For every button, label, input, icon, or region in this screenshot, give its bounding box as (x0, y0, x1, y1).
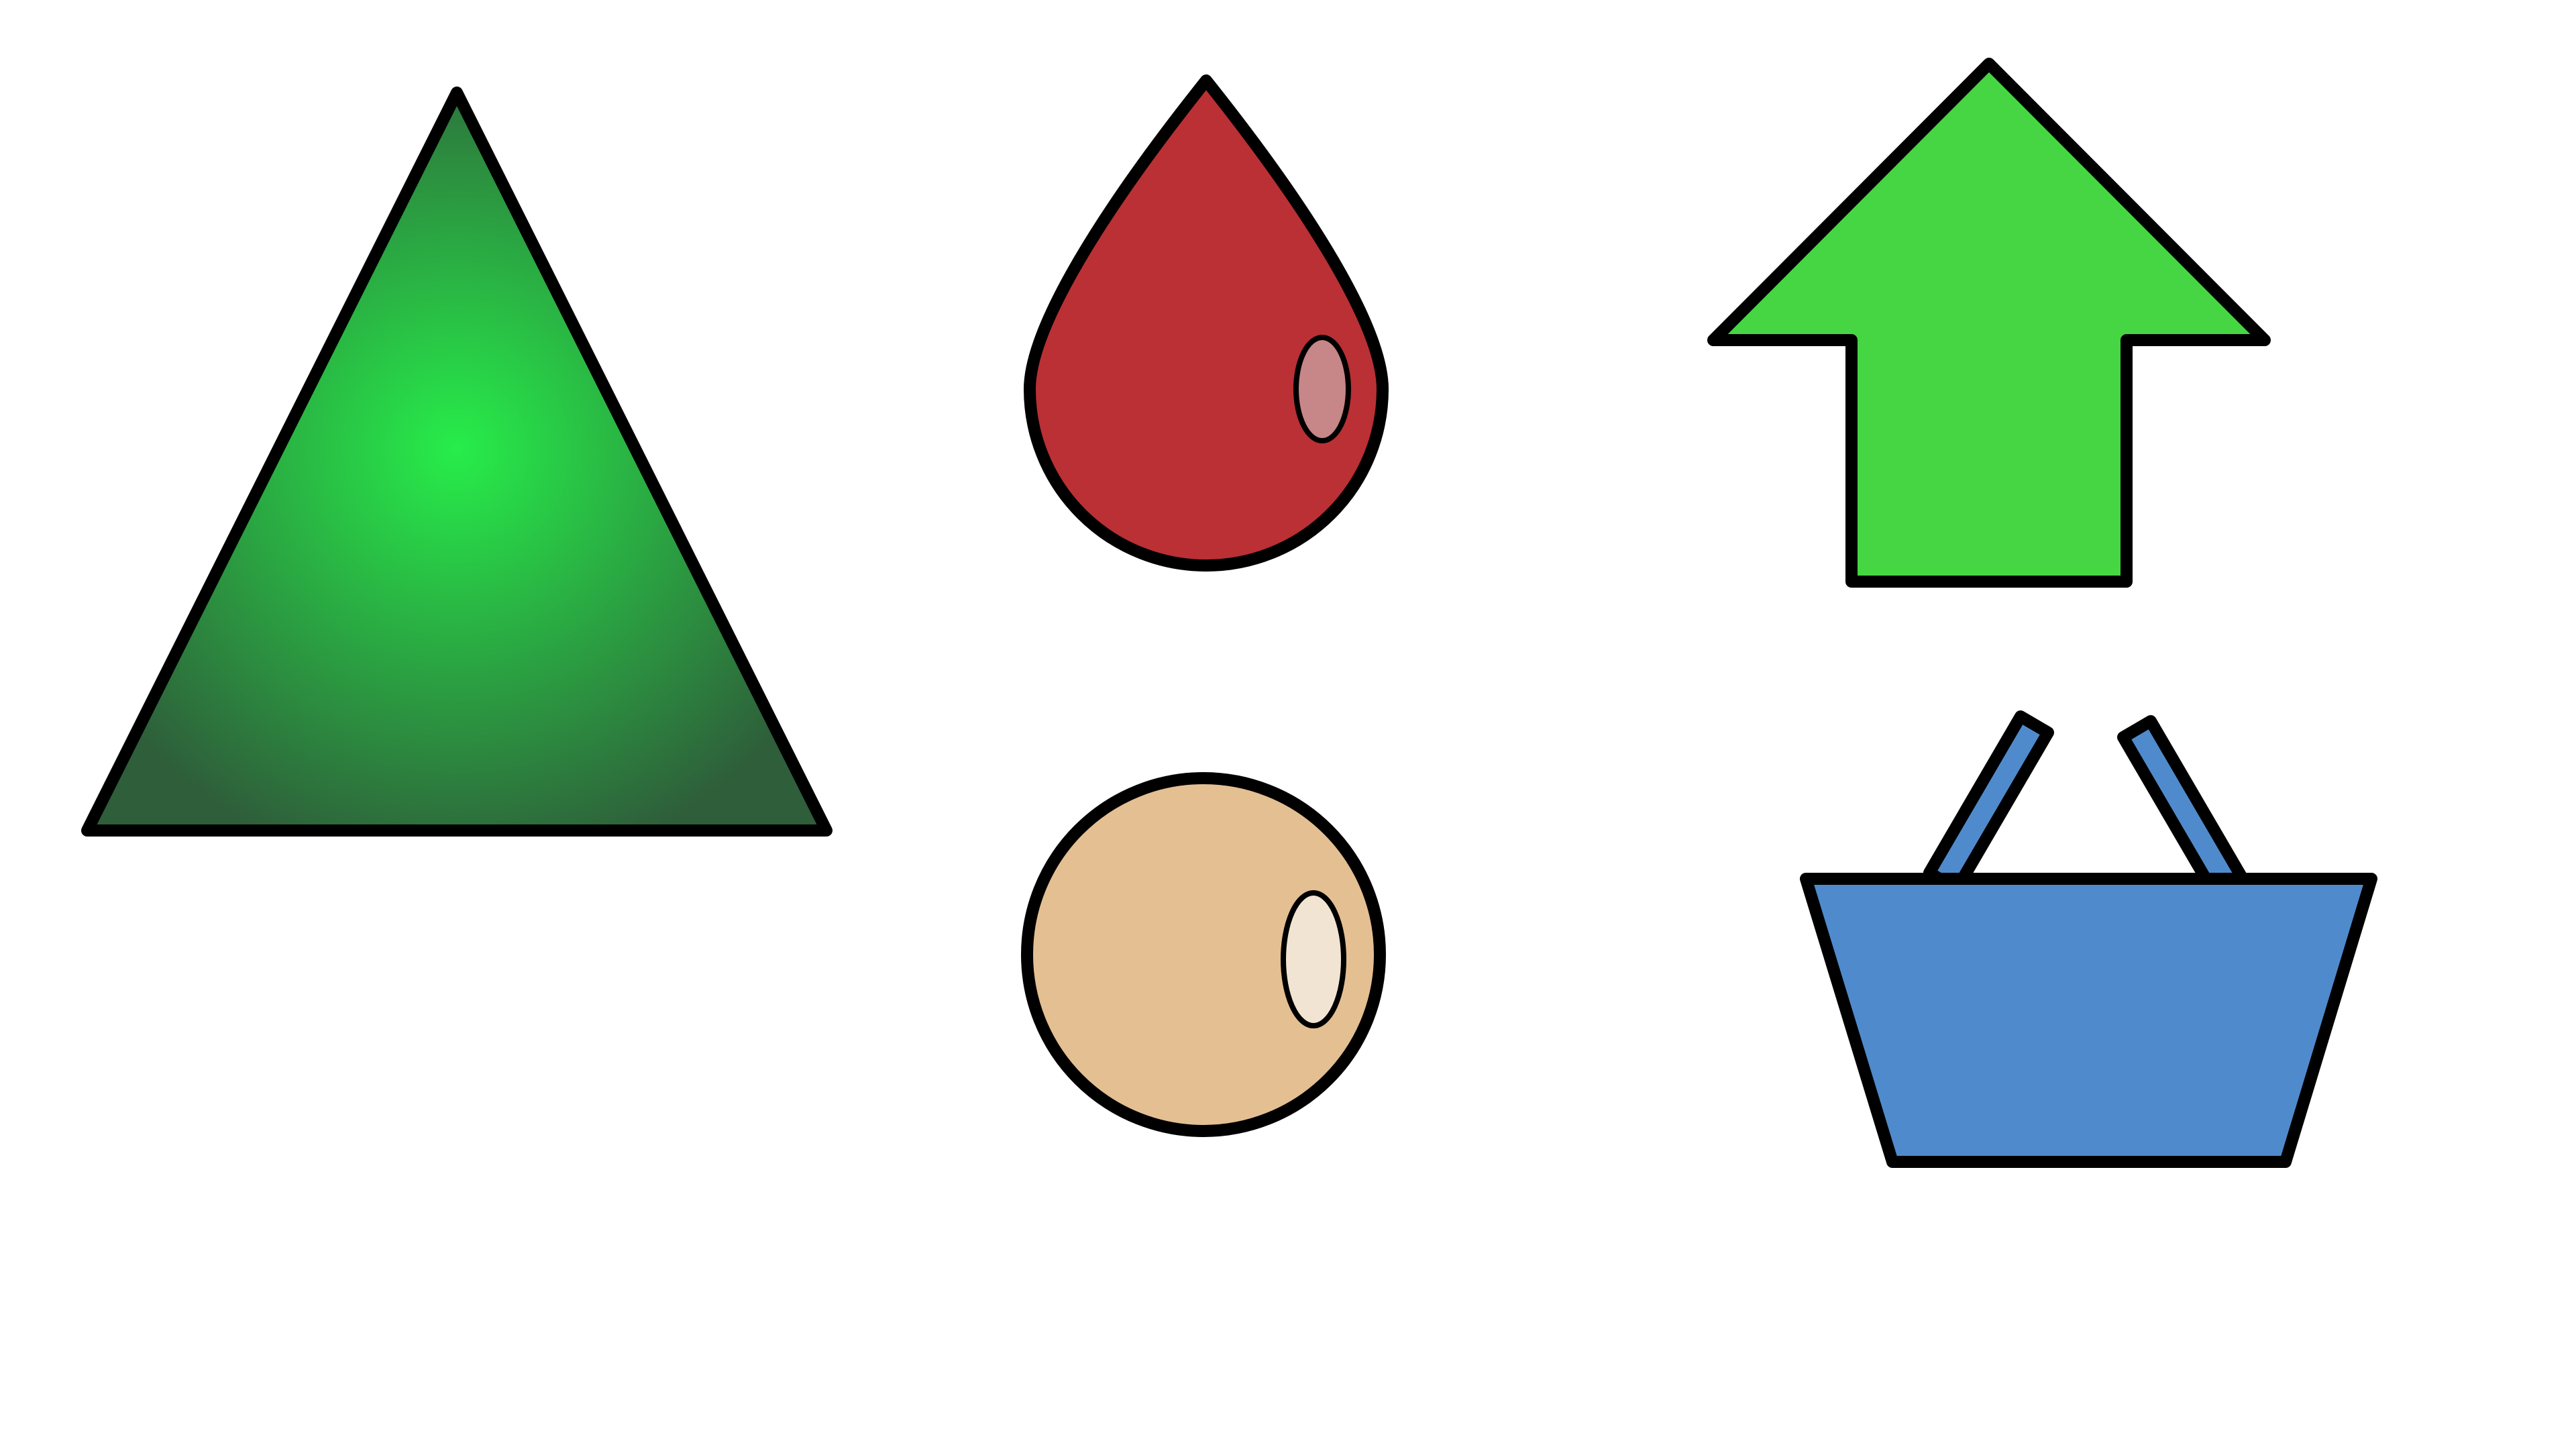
circle-icon (1021, 772, 1386, 1137)
basket-handle-left (1923, 710, 2054, 895)
arrow-up-icon (1707, 58, 2271, 588)
water-drop-icon (1024, 74, 1389, 572)
basket-handle-right (2117, 715, 2248, 900)
triangle-icon (81, 87, 833, 837)
basket-body (1800, 873, 2377, 1168)
basket-icon (1800, 710, 2377, 1168)
circle-shape (1021, 772, 1386, 1137)
arrow-shape (1707, 58, 2271, 588)
drop-highlight (1293, 335, 1351, 443)
drop-shape (1024, 74, 1389, 572)
circle-highlight (1281, 890, 1346, 1028)
triangle-shape (81, 87, 833, 837)
